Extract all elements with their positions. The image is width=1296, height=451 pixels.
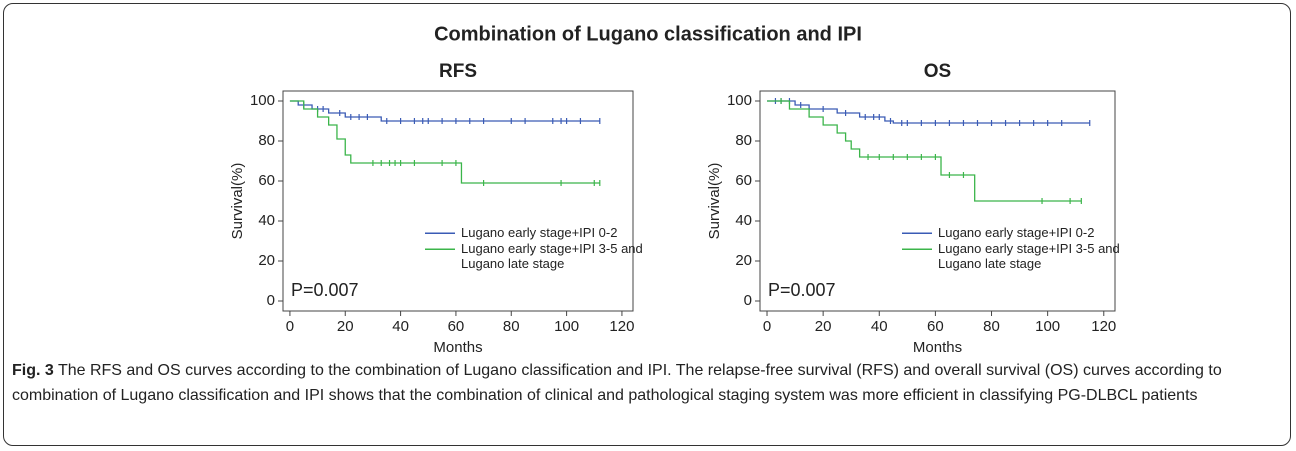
survival-curve <box>289 100 600 122</box>
survival-curve <box>767 100 1090 124</box>
x-tick-label: 100 <box>554 318 579 335</box>
x-tick-label: 0 <box>286 318 294 335</box>
caption-label: Fig. 3 <box>12 362 54 379</box>
legend-label: Lugano early stage+IPI 3-5 and Lugano la… <box>461 241 643 272</box>
figure-title: Combination of Lugano classification and… <box>434 23 862 45</box>
x-tick-label: 40 <box>871 318 888 335</box>
caption: Fig. 3 The RFS and OS curves according t… <box>12 358 1284 408</box>
legend-label: Lugano early stage+IPI 0-2 <box>461 225 618 241</box>
y-tick-label: 80 <box>735 132 752 149</box>
y-tick-label: 100 <box>727 92 752 109</box>
legend-label: Lugano early stage+IPI 0-2 <box>938 225 1095 241</box>
y-tick-label: 40 <box>258 212 275 229</box>
y-tick-label: 20 <box>735 252 752 269</box>
plot-frame <box>759 90 1116 312</box>
x-tick-label: 120 <box>1091 318 1116 335</box>
x-tick-label: 100 <box>1035 318 1060 335</box>
figure-frame <box>3 3 1291 446</box>
p-value: P=0.007 <box>291 280 359 300</box>
chart-title: OS <box>924 61 951 82</box>
x-axis-label: Months <box>913 339 962 356</box>
y-tick-label: 0 <box>744 292 752 309</box>
y-tick-label: 80 <box>258 132 275 149</box>
x-tick-label: 20 <box>337 318 354 335</box>
x-tick-label: 20 <box>815 318 832 335</box>
y-tick-label: 100 <box>250 92 275 109</box>
x-tick-label: 80 <box>983 318 1000 335</box>
y-tick-label: 0 <box>267 292 275 309</box>
legend-label: Lugano early stage+IPI 3-5 and Lugano la… <box>938 241 1120 272</box>
caption-text: The RFS and OS curves according to the c… <box>12 362 1222 404</box>
x-tick-label: 40 <box>392 318 409 335</box>
chart-title: RFS <box>439 61 477 82</box>
x-tick-label: 0 <box>763 318 771 335</box>
x-tick-label: 60 <box>448 318 465 335</box>
y-tick-label: 20 <box>258 252 275 269</box>
p-value: P=0.007 <box>768 280 836 300</box>
x-tick-label: 80 <box>503 318 520 335</box>
x-axis-label: Months <box>433 339 482 356</box>
x-tick-label: 60 <box>927 318 944 335</box>
y-tick-label: 40 <box>735 212 752 229</box>
x-tick-label: 120 <box>609 318 634 335</box>
y-axis-label: Survival(%) <box>706 163 723 240</box>
y-tick-label: 60 <box>735 172 752 189</box>
y-tick-label: 60 <box>258 172 275 189</box>
survival-curve <box>289 100 600 184</box>
survival-curve <box>767 100 1082 202</box>
plot-frame <box>282 90 634 312</box>
y-axis-label: Survival(%) <box>229 163 246 240</box>
